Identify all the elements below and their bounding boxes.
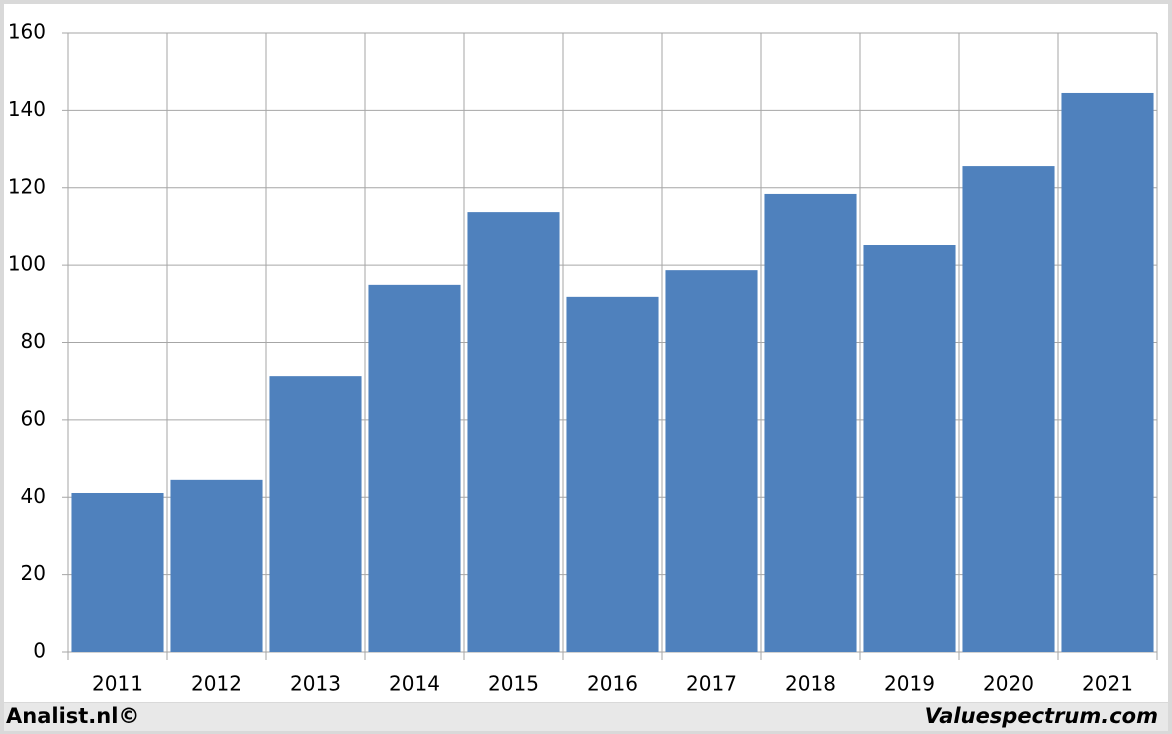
bar: [368, 284, 461, 652]
y-tick-label: 160: [8, 20, 46, 44]
bar: [566, 296, 659, 652]
x-tick-label: 2021: [1082, 672, 1133, 696]
x-tick-label: 2014: [389, 672, 440, 696]
bar: [269, 376, 362, 652]
x-tick-label: 2015: [488, 672, 539, 696]
y-tick-label: 80: [21, 329, 46, 353]
y-tick-label: 0: [33, 639, 46, 663]
x-tick-label: 2019: [884, 672, 935, 696]
x-tick-label: 2018: [785, 672, 836, 696]
x-tick-label: 2017: [686, 672, 737, 696]
y-tick-label: 140: [8, 97, 46, 121]
bar: [665, 270, 758, 652]
x-tick-label: 2012: [191, 672, 242, 696]
x-tick-label: 2020: [983, 672, 1034, 696]
bar: [170, 479, 263, 652]
bar: [863, 245, 956, 652]
x-tick-label: 2016: [587, 672, 638, 696]
y-tick-label: 100: [8, 252, 46, 276]
x-tick-label: 2011: [92, 672, 143, 696]
x-tick-label: 2013: [290, 672, 341, 696]
y-tick-label: 40: [21, 484, 46, 508]
bar: [71, 492, 164, 652]
bar: [962, 166, 1055, 652]
footer-left: Analist.nl©: [6, 704, 139, 728]
bar: [1061, 92, 1154, 652]
bar: [467, 212, 560, 653]
footer-right: Valuespectrum.com: [925, 704, 1158, 728]
y-tick-label: 60: [21, 406, 46, 430]
bar: [764, 193, 857, 652]
footer-band: [4, 703, 1168, 731]
y-tick-label: 120: [8, 174, 46, 198]
y-tick-label: 20: [21, 561, 46, 585]
